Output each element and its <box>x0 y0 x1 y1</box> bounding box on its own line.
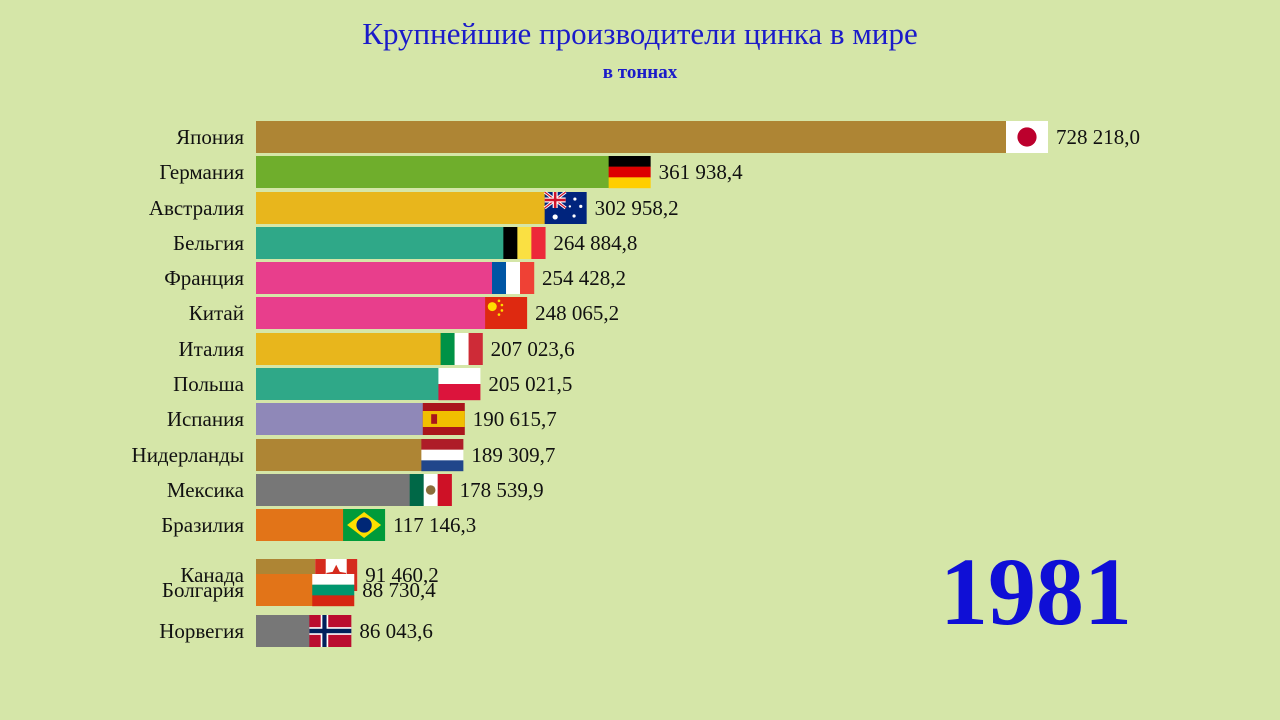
value-label: 264 884,8 <box>553 231 637 255</box>
category-label: Бельгия <box>173 231 244 255</box>
value-label: 728 218,0 <box>1056 125 1140 149</box>
bar <box>256 192 585 224</box>
value-label: 189 309,7 <box>471 443 555 467</box>
value-label: 205 021,5 <box>488 372 572 396</box>
bar <box>256 262 533 294</box>
brazil-flag <box>343 509 386 541</box>
bar-row: Австралия 302 958,2 <box>149 190 679 224</box>
bar-row: Италия 207 023,6 <box>179 333 575 365</box>
bulgaria-flag <box>312 574 355 607</box>
value-label: 86 043,6 <box>359 619 433 643</box>
chart-subtitle: в тоннах <box>602 62 678 83</box>
netherlands-flag <box>421 439 464 472</box>
category-label: Франция <box>164 266 244 290</box>
category-label: Болгария <box>162 578 244 602</box>
bar-row: Китай 248 065,2 <box>189 297 619 329</box>
bar <box>256 156 649 188</box>
bar-row: Германия 361 938,4 <box>159 156 744 189</box>
bar-row: Франция 254 428,2 <box>164 262 626 294</box>
bar-row: Бразилия 117 146,3 <box>161 509 476 541</box>
belgium-flag <box>503 227 546 259</box>
bar-row: Польша 205 021,5 <box>173 368 572 401</box>
value-label: 91 460,2 <box>365 563 439 587</box>
category-label: Мексика <box>167 478 245 502</box>
value-label: 117 146,3 <box>393 513 476 537</box>
bar-row: Испания 190 615,7 <box>167 403 557 435</box>
category-label: Австралия <box>149 196 244 220</box>
bar-row: Япония 728 218,0 <box>176 121 1140 153</box>
category-label: Китай <box>189 301 244 325</box>
mexico-flag <box>409 474 452 506</box>
bar-row: Бельгия 264 884,8 <box>173 227 637 259</box>
australia-flag <box>543 190 587 224</box>
value-label: 361 938,4 <box>659 160 744 184</box>
value-label: 254 428,2 <box>542 266 626 290</box>
category-label: Испания <box>167 407 245 431</box>
year-label: 1981 <box>940 538 1132 645</box>
italy-flag <box>440 333 483 365</box>
bar <box>256 227 544 259</box>
value-label: 302 958,2 <box>595 196 679 220</box>
category-label: Нидерланды <box>132 443 244 467</box>
japan-flag <box>1006 121 1048 153</box>
bar-row: Нидерланды 189 309,7 <box>132 439 555 472</box>
category-label: Норвегия <box>159 619 244 643</box>
bar-row: Мексика 178 539,9 <box>167 474 544 506</box>
value-label: 88 730,4 <box>362 578 436 602</box>
bar-row: Норвегия 86 043,6 <box>159 615 433 647</box>
bar <box>256 297 526 329</box>
china-flag <box>485 297 528 329</box>
value-label: 190 615,7 <box>473 407 557 431</box>
category-label: Италия <box>179 337 245 361</box>
france-flag <box>492 262 535 294</box>
value-label: 207 023,6 <box>491 337 575 361</box>
germany-flag <box>608 156 651 189</box>
category-label: Бразилия <box>161 513 244 537</box>
poland-flag <box>438 368 481 401</box>
category-label: Германия <box>159 160 244 184</box>
bar <box>256 121 1046 153</box>
category-label: Польша <box>173 372 245 396</box>
category-label: Канада <box>180 563 244 587</box>
value-label: 248 065,2 <box>535 301 619 325</box>
category-label: Япония <box>176 125 244 149</box>
value-label: 178 539,9 <box>460 478 544 502</box>
chart-title: Крупнейшие производители цинка в мире <box>362 16 918 51</box>
norway-flag <box>309 615 352 647</box>
bar-row: Болгария 88 730,4 <box>162 574 436 607</box>
spain-flag <box>422 403 465 435</box>
